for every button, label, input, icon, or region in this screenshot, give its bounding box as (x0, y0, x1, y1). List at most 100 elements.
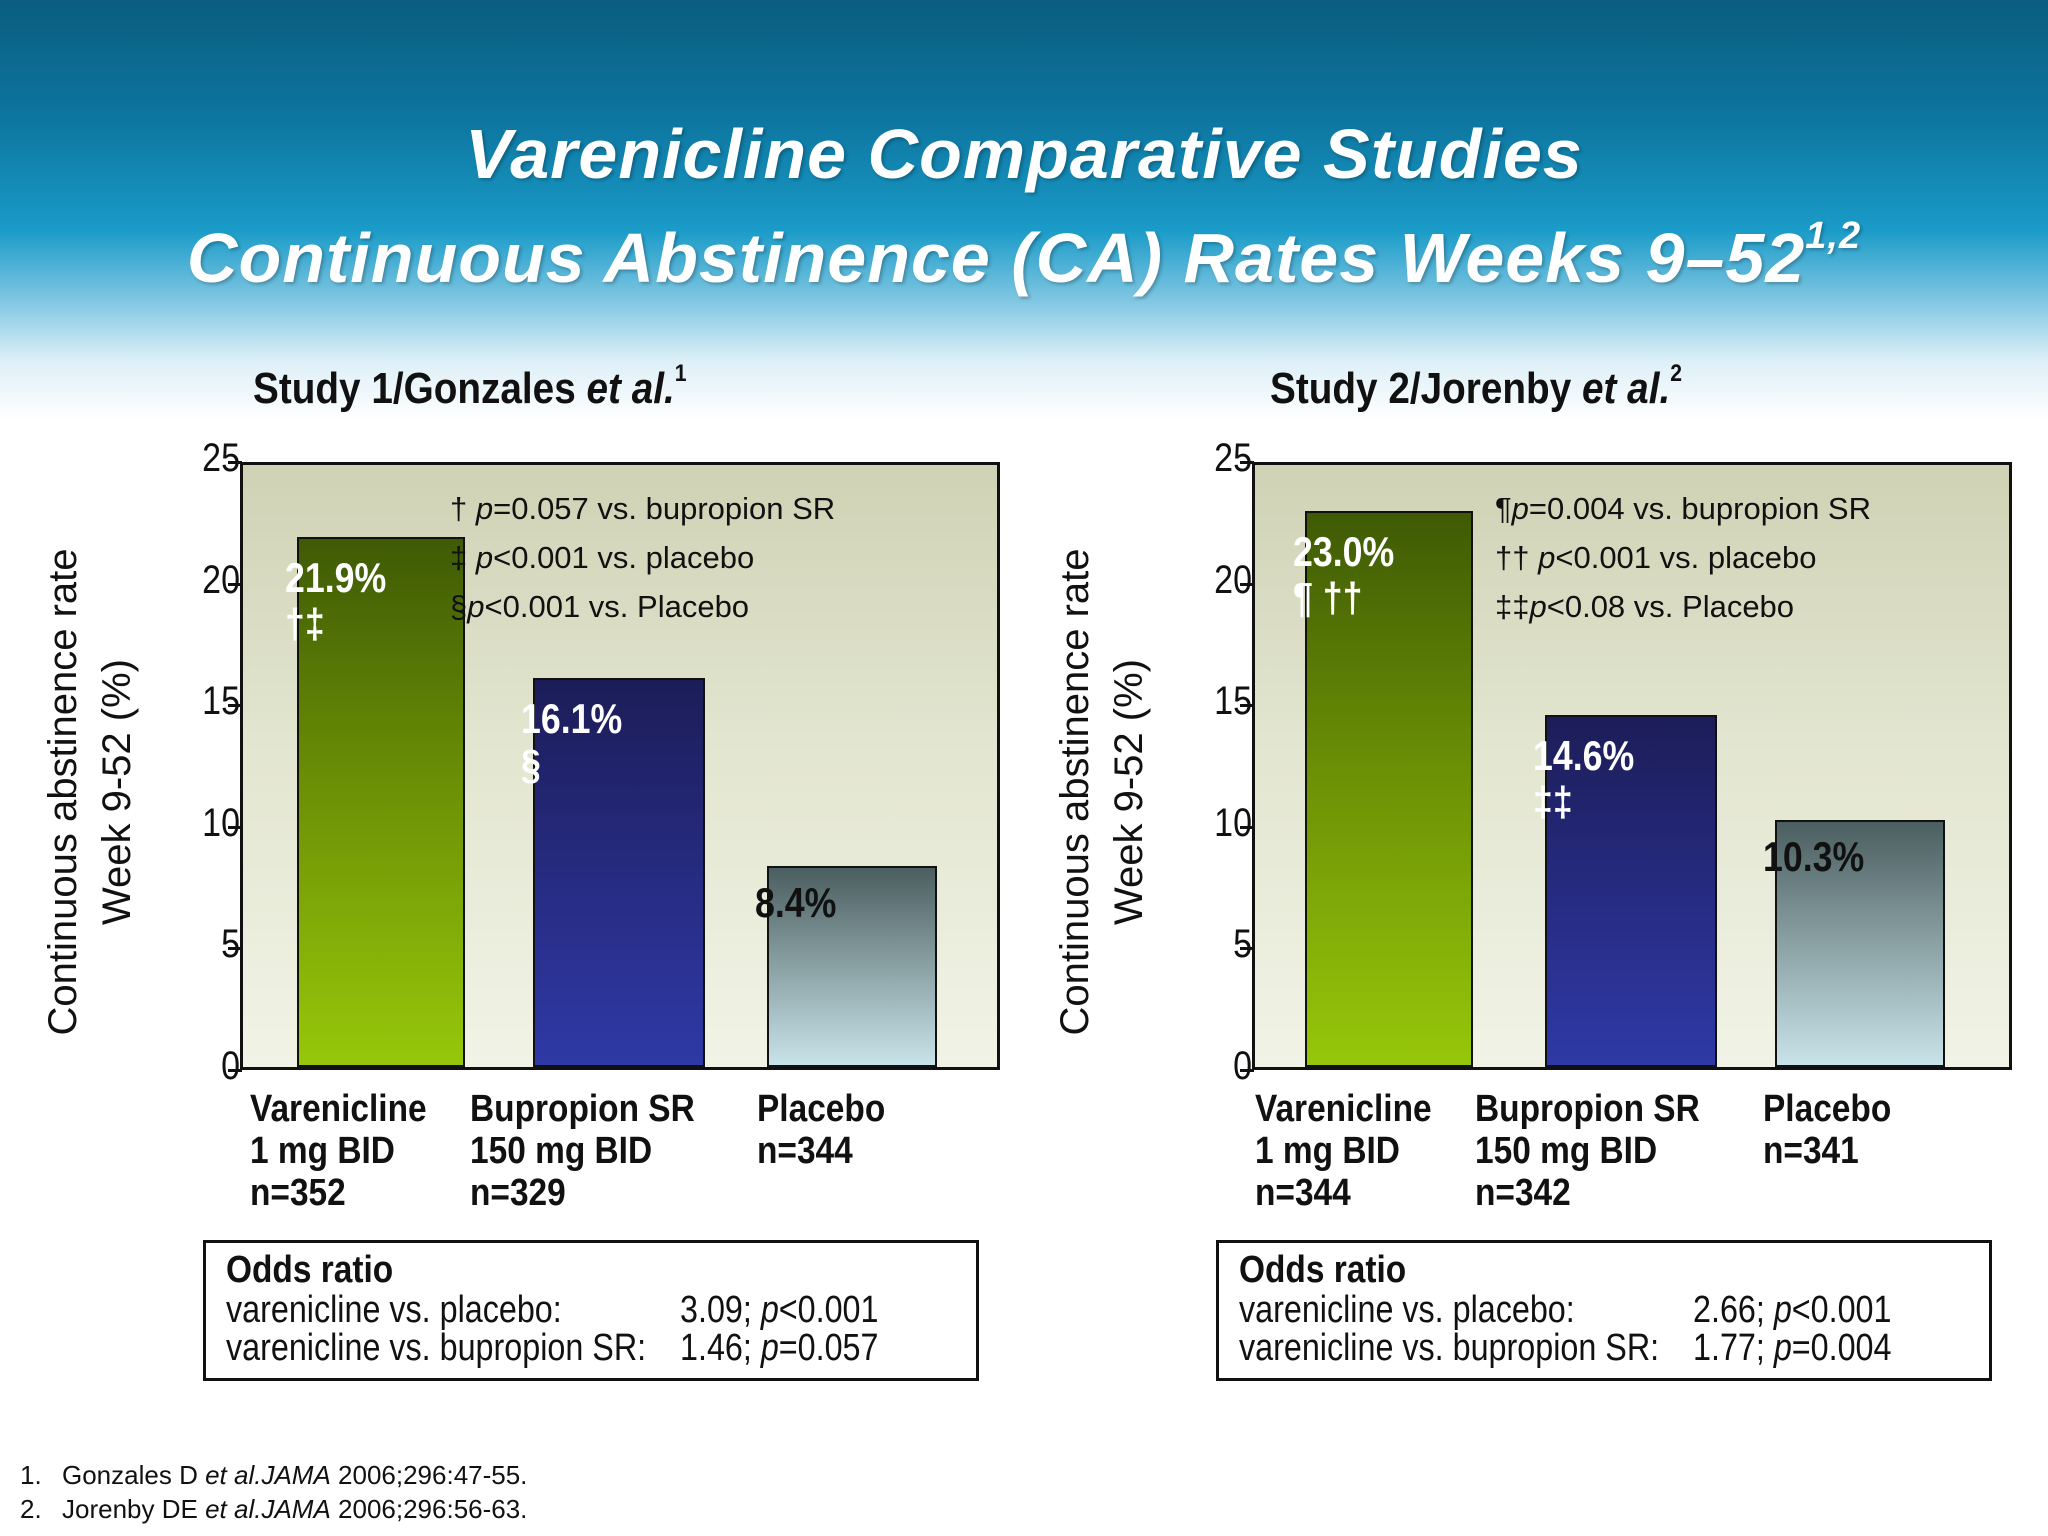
study2-note-p: p (1538, 540, 1556, 575)
study2-y-tick-mark (1240, 704, 1254, 708)
study2-title-main: Study 2/Jorenby (1270, 364, 1583, 413)
study1-bar-placebo (767, 865, 937, 1067)
study1-note-p: p (475, 491, 494, 526)
study2-odds-ratio-row-value: 1.77; p=0.004 (1693, 1327, 1891, 1370)
study2-bar-value-label: 14.6% ‡‡ (1533, 731, 1635, 825)
study1-note-symbol: ‡ (450, 540, 476, 575)
study1-category-label-line: Varenicline (250, 1088, 427, 1130)
study1-y-tick-label: 5 (221, 922, 240, 967)
study1-category-label-line: 1 mg BID (250, 1130, 395, 1172)
study2-y-tick-label: 25 (1214, 436, 1252, 480)
study2-odds-ratio-row-value: 2.66; p<0.001 (1693, 1289, 1891, 1332)
study2-note-p: p (1511, 491, 1529, 526)
study2-y-tick-mark (1240, 461, 1254, 464)
study1-significance-note: §p<0.001 vs. Placebo (450, 582, 749, 632)
title-superscript: 1,2 (1805, 215, 1862, 257)
study2-bar-value-label: 10.3% (1763, 832, 1865, 880)
study2-note-symbol: †† (1495, 540, 1539, 575)
study2-significance-note: ¶p=0.004 vs. bupropion SR (1495, 484, 1871, 534)
study1-odds-ratio-pval: =0.057 (778, 1327, 879, 1369)
study1-y-tick-label: 15 (202, 679, 240, 724)
study1-y-tick-mark (228, 1069, 242, 1072)
study1-y-tick-mark (228, 461, 242, 464)
study2-bar-value-label: 23.0% ¶ †† (1293, 528, 1394, 621)
study2-category-label-bupropion-sr: Bupropion SR 150 mg BID n=342 (1475, 1088, 1700, 1214)
study1-category-label-bupropion-sr: Bupropion SR 150 mg BID n=329 (470, 1088, 695, 1214)
study2-significance-note: ‡‡p<0.08 vs. Placebo (1495, 582, 1794, 632)
study2-y-tick-label: 10 (1214, 800, 1252, 845)
study1-category-label-line: n=344 (757, 1130, 853, 1172)
study1-category-label-line: n=329 (470, 1172, 566, 1214)
study1-value-text: 21.9% (285, 554, 387, 602)
study2-y-tick-label: 5 (1233, 922, 1252, 967)
study2-title-superscript: 2 (1670, 360, 1683, 387)
study2-significance-note: †† p<0.001 vs. placebo (1495, 533, 1816, 583)
reference-2: 2. Jorenby DE et al.JAMA 2006;296:56-63. (20, 1494, 528, 1524)
reference-1: 1. Gonzales D et al.JAMA 2006;296:47-55. (20, 1460, 528, 1490)
study1-title-superscript: 1 (674, 360, 687, 387)
study1-category-label-varenicline: Varenicline 1 mg BID n=352 (250, 1088, 427, 1214)
study2-significance-symbol: ¶ †† (1293, 573, 1363, 621)
study1-y-tick-label: 25 (202, 436, 240, 480)
study1-significance-symbol: § (521, 741, 541, 789)
study1-significance-note: ‡ p<0.001 vs. placebo (450, 533, 754, 583)
study1-significance-symbol: †‡ (285, 600, 325, 648)
study2-category-label-line: Placebo (1763, 1088, 1892, 1130)
study1-value-text: 8.4% (755, 878, 837, 926)
study1-note-text: <0.001 vs. placebo (493, 540, 755, 575)
study1-y-axis-label: Continuous abstinence rate Week 9-52 (%) (36, 532, 144, 1052)
study2-category-label-line: n=341 (1763, 1130, 1859, 1172)
study2-odds-ratio-row-label: varenicline vs. placebo: (1239, 1289, 1575, 1331)
study2-odds-ratio-pval: <0.001 (1791, 1289, 1892, 1331)
study2-category-label-line: 1 mg BID (1255, 1130, 1400, 1172)
study2-chart-title: Study 2/Jorenby et al.2 (1270, 360, 1682, 414)
study2-y-tick-mark (1240, 825, 1254, 829)
study2-y-axis-label-line1: Continuous abstinence rate (1053, 548, 1097, 1036)
study1-y-axis-label-line1: Continuous abstinence rate (41, 548, 85, 1036)
study1-note-p: p (475, 540, 494, 575)
study1-category-label-line: Bupropion SR (470, 1088, 695, 1130)
study2-value-text: 10.3% (1763, 832, 1865, 880)
study2-category-label-line: Varenicline (1255, 1088, 1432, 1130)
study1-note-symbol: † (450, 491, 476, 526)
study1-bar-value-label: 16.1% § (521, 696, 622, 788)
study1-bar-value-label: 21.9% †‡ (285, 555, 386, 647)
study1-category-label-placebo: Placebo n=344 (757, 1088, 885, 1172)
study2-note-text: <0.001 vs. placebo (1555, 540, 1817, 575)
study1-significance-note: † p=0.057 vs. bupropion SR (450, 484, 835, 534)
study2-note-symbol: ¶ (1495, 491, 1512, 526)
study1-odds-ratio-value: 1.46; (680, 1327, 761, 1369)
slide-title-line1: Varenicline Comparative Studies (465, 115, 1583, 193)
study2-bar-bupropion-sr (1545, 714, 1717, 1067)
study1-bar-value-label: 8.4% (755, 878, 837, 926)
study1-y-tick-label: 10 (202, 800, 240, 845)
study2-note-symbol: ‡‡ (1495, 589, 1530, 624)
study2-y-tick-label: 15 (1214, 679, 1252, 724)
study1-note-text: =0.057 vs. bupropion SR (493, 491, 836, 526)
study1-odds-ratio-p: p (760, 1327, 779, 1369)
study2-y-axis-label: Continuous abstinence rate Week 9-52 (%) (1048, 532, 1156, 1052)
study2-significance-symbol: ‡‡ (1533, 777, 1573, 825)
study2-y-tick-mark (1240, 1069, 1254, 1072)
study2-y-axis-label-line2: Week 9-52 (%) (1107, 659, 1151, 926)
study1-value-text: 16.1% (521, 695, 623, 743)
study2-category-label-line: Bupropion SR (1475, 1088, 1700, 1130)
study2-title-italic: et al. (1582, 364, 1671, 413)
study1-note-p: p (467, 589, 485, 624)
study1-odds-ratio-value: 3.09; (680, 1289, 761, 1331)
study1-odds-ratio-row-label: varenicline vs. placebo: (226, 1289, 562, 1331)
study1-odds-ratio-pval: <0.001 (778, 1289, 879, 1331)
study2-odds-ratio-box: Odds ratio varenicline vs. placebo: 2.66; … (1216, 1240, 1992, 1381)
study1-category-label-line: 150 mg BID (470, 1130, 653, 1172)
study1-title-italic: et al. (586, 364, 675, 413)
study1-y-axis-label-line2: Week 9-52 (%) (95, 659, 139, 926)
study1-y-tick-mark (228, 947, 242, 951)
study2-odds-ratio-row-label: varenicline vs. bupropion SR: (1239, 1327, 1660, 1369)
study2-odds-ratio-title: Odds ratio (1239, 1249, 1407, 1291)
study1-chart-title: Study 1/Gonzales et al.1 (253, 360, 687, 414)
slide-title-line2: Continuous Abstinence (CA) Rates Weeks 9… (186, 215, 1862, 297)
study2-y-tick-mark (1240, 582, 1254, 586)
study2-value-text: 14.6% (1533, 731, 1635, 779)
study2-odds-ratio-value: 1.77; (1693, 1327, 1774, 1369)
study1-y-tick-label: 0 (221, 1044, 240, 1088)
